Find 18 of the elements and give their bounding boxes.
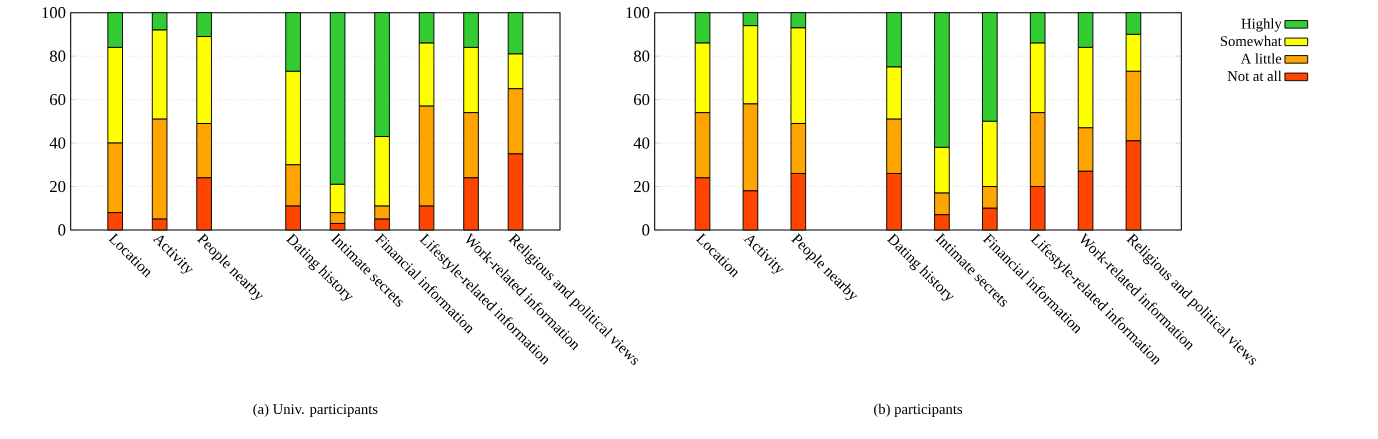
legend-label: Highly bbox=[1241, 18, 1282, 32]
y-tick-label: 40 bbox=[633, 137, 650, 149]
y-tick-label: 80 bbox=[633, 50, 650, 62]
y-tick-label: 0 bbox=[642, 224, 650, 236]
y-tick-label: 100 bbox=[42, 7, 66, 19]
text: (a) Univ. participants bbox=[253, 403, 378, 418]
y-tick-label: 0 bbox=[58, 224, 66, 236]
y-tick-label: 20 bbox=[634, 180, 650, 193]
text: (b) participants bbox=[874, 403, 963, 418]
y-tick-label: 100 bbox=[626, 7, 650, 19]
y-tick-label: 40 bbox=[49, 137, 66, 149]
y-tick-label: 60 bbox=[634, 93, 650, 106]
y-tick-label: 60 bbox=[50, 93, 66, 106]
legend-label: A little bbox=[1240, 53, 1282, 64]
y-tick-label: 80 bbox=[49, 50, 66, 62]
legend-label: Not at all bbox=[1227, 70, 1282, 82]
y-tick-label: 20 bbox=[50, 180, 66, 193]
legend-label: Somewhat bbox=[1220, 35, 1282, 47]
